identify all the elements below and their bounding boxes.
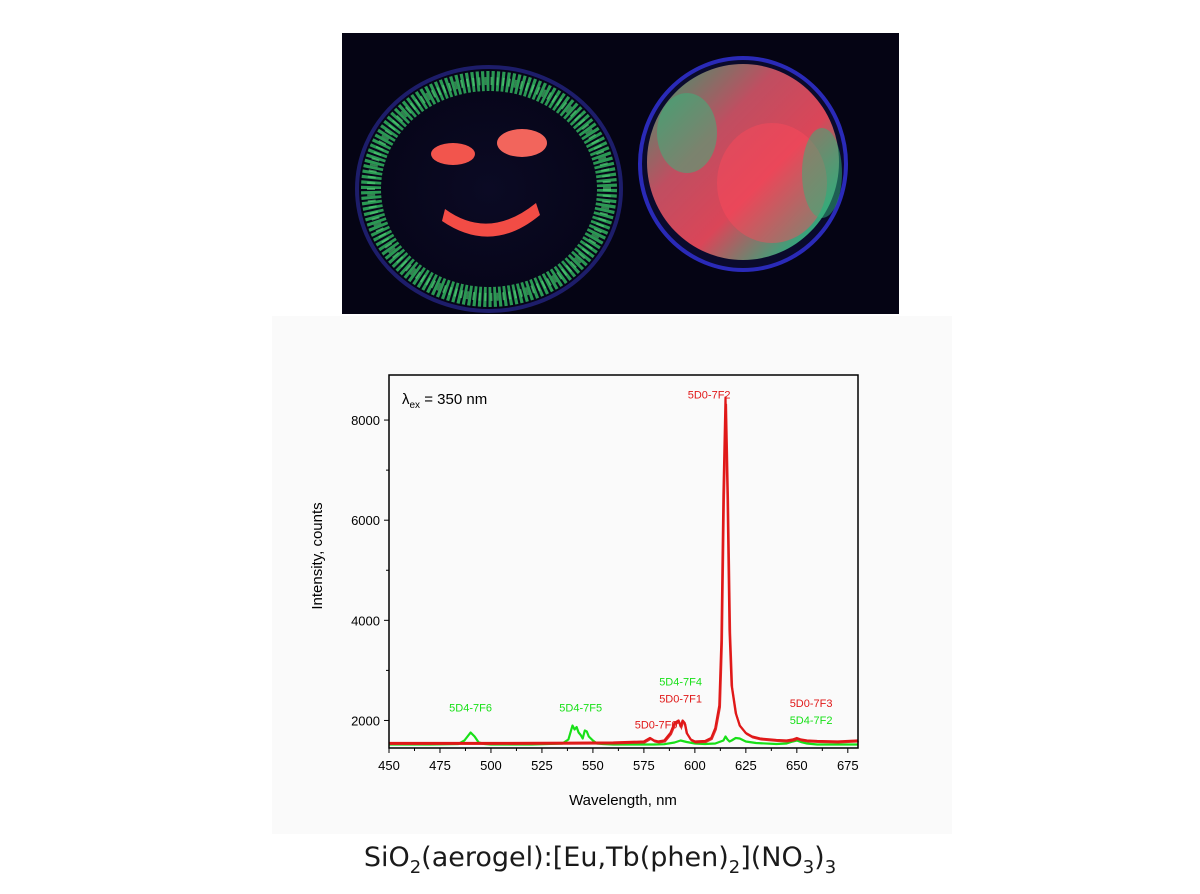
caption-part-4: )	[814, 842, 825, 873]
right-dish-mixed	[638, 56, 848, 272]
lambda-symbol: λ	[402, 391, 410, 408]
caption-sub-3: 3	[802, 857, 815, 878]
x-tick-label: 550	[582, 758, 604, 773]
x-tick-label: 625	[735, 758, 757, 773]
y-tick-label: 4000	[351, 613, 380, 628]
peak-annotation: 5D0-7F3	[790, 698, 833, 710]
x-tick-label: 450	[378, 758, 400, 773]
y-tick-label: 2000	[351, 713, 380, 728]
figure-caption: SiO2(aerogel):[Eu,Tb(phen)2](NO3)3	[0, 838, 1200, 878]
left-dish-smiley	[355, 65, 623, 313]
caption-sub-4: 3	[824, 857, 837, 878]
x-tick-label: 525	[531, 758, 553, 773]
spectrum-line-2	[389, 396, 859, 745]
peak-annotation: 5D0-7F0	[635, 719, 678, 731]
x-tick-label: 500	[480, 758, 502, 773]
caption-part-3: ](NO	[740, 842, 803, 873]
x-tick-label: 600	[684, 758, 706, 773]
lambda-annotation: λex = 350 nm	[402, 391, 487, 411]
spectrum-line-2-repeat	[389, 403, 859, 746]
y-axis-label: Intensity, counts	[309, 502, 326, 609]
peak-annotation: 5D4-7F5	[559, 702, 602, 714]
peak-annotation: 5D0-7F1	[659, 693, 702, 705]
caption-sub-1: 2	[409, 857, 422, 878]
y-tick-label: 6000	[351, 513, 380, 528]
peak-annotation: 5D4-7F4	[659, 676, 702, 688]
x-tick-label: 675	[837, 758, 859, 773]
lambda-subscript: ex	[410, 400, 421, 411]
x-axis-label: Wavelength, nm	[569, 792, 677, 809]
caption-sub-2: 2	[728, 857, 741, 878]
caption-prefix: SiO	[363, 842, 410, 873]
luminescent-dishes-photo	[342, 33, 899, 314]
x-tick-label: 475	[429, 758, 451, 773]
lambda-value: = 350 nm	[420, 391, 487, 408]
peak-annotation: 5D4-7F6	[449, 702, 492, 714]
caption-part-2: (aerogel):[Eu,Tb(phen)	[421, 842, 729, 873]
plot-frame	[388, 374, 859, 749]
x-tick-label: 650	[786, 758, 808, 773]
peak-annotation: 5D4-7F2	[790, 715, 833, 727]
y-tick-label: 8000	[351, 413, 380, 428]
x-tick-label: 575	[633, 758, 655, 773]
peak-annotation: 5D0-7F2	[688, 390, 731, 402]
